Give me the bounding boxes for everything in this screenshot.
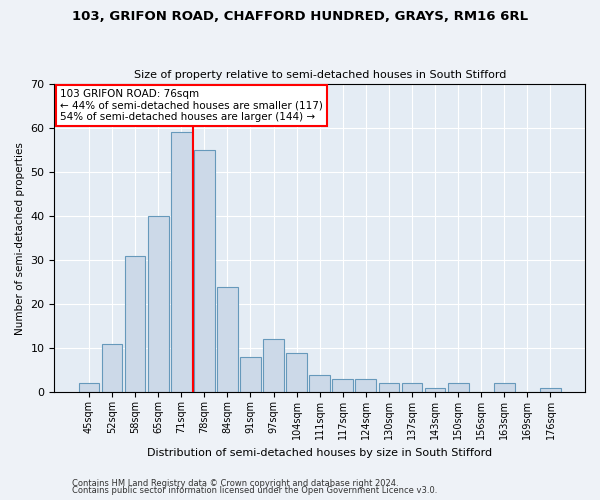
Bar [101, 344, 122, 393]
Bar [332, 379, 353, 392]
Text: Contains HM Land Registry data © Crown copyright and database right 2024.: Contains HM Land Registry data © Crown c… [72, 478, 398, 488]
Bar [217, 286, 238, 393]
Bar [240, 357, 261, 392]
Text: 103 GRIFON ROAD: 76sqm
← 44% of semi-detached houses are smaller (117)
54% of se: 103 GRIFON ROAD: 76sqm ← 44% of semi-det… [60, 88, 323, 122]
Bar [171, 132, 191, 392]
Bar [379, 384, 400, 392]
Title: Size of property relative to semi-detached houses in South Stifford: Size of property relative to semi-detach… [134, 70, 506, 81]
Text: Contains public sector information licensed under the Open Government Licence v3: Contains public sector information licen… [72, 486, 437, 495]
Bar [286, 352, 307, 393]
Bar [125, 256, 145, 392]
X-axis label: Distribution of semi-detached houses by size in South Stifford: Distribution of semi-detached houses by … [147, 448, 492, 458]
Bar [194, 150, 215, 392]
Bar [263, 340, 284, 392]
Text: 103, GRIFON ROAD, CHAFFORD HUNDRED, GRAYS, RM16 6RL: 103, GRIFON ROAD, CHAFFORD HUNDRED, GRAY… [72, 10, 528, 23]
Bar [540, 388, 561, 392]
Bar [448, 384, 469, 392]
Bar [401, 384, 422, 392]
Y-axis label: Number of semi-detached properties: Number of semi-detached properties [15, 142, 25, 334]
Bar [310, 374, 330, 392]
Bar [355, 379, 376, 392]
Bar [148, 216, 169, 392]
Bar [79, 384, 99, 392]
Bar [425, 388, 445, 392]
Bar [494, 384, 515, 392]
